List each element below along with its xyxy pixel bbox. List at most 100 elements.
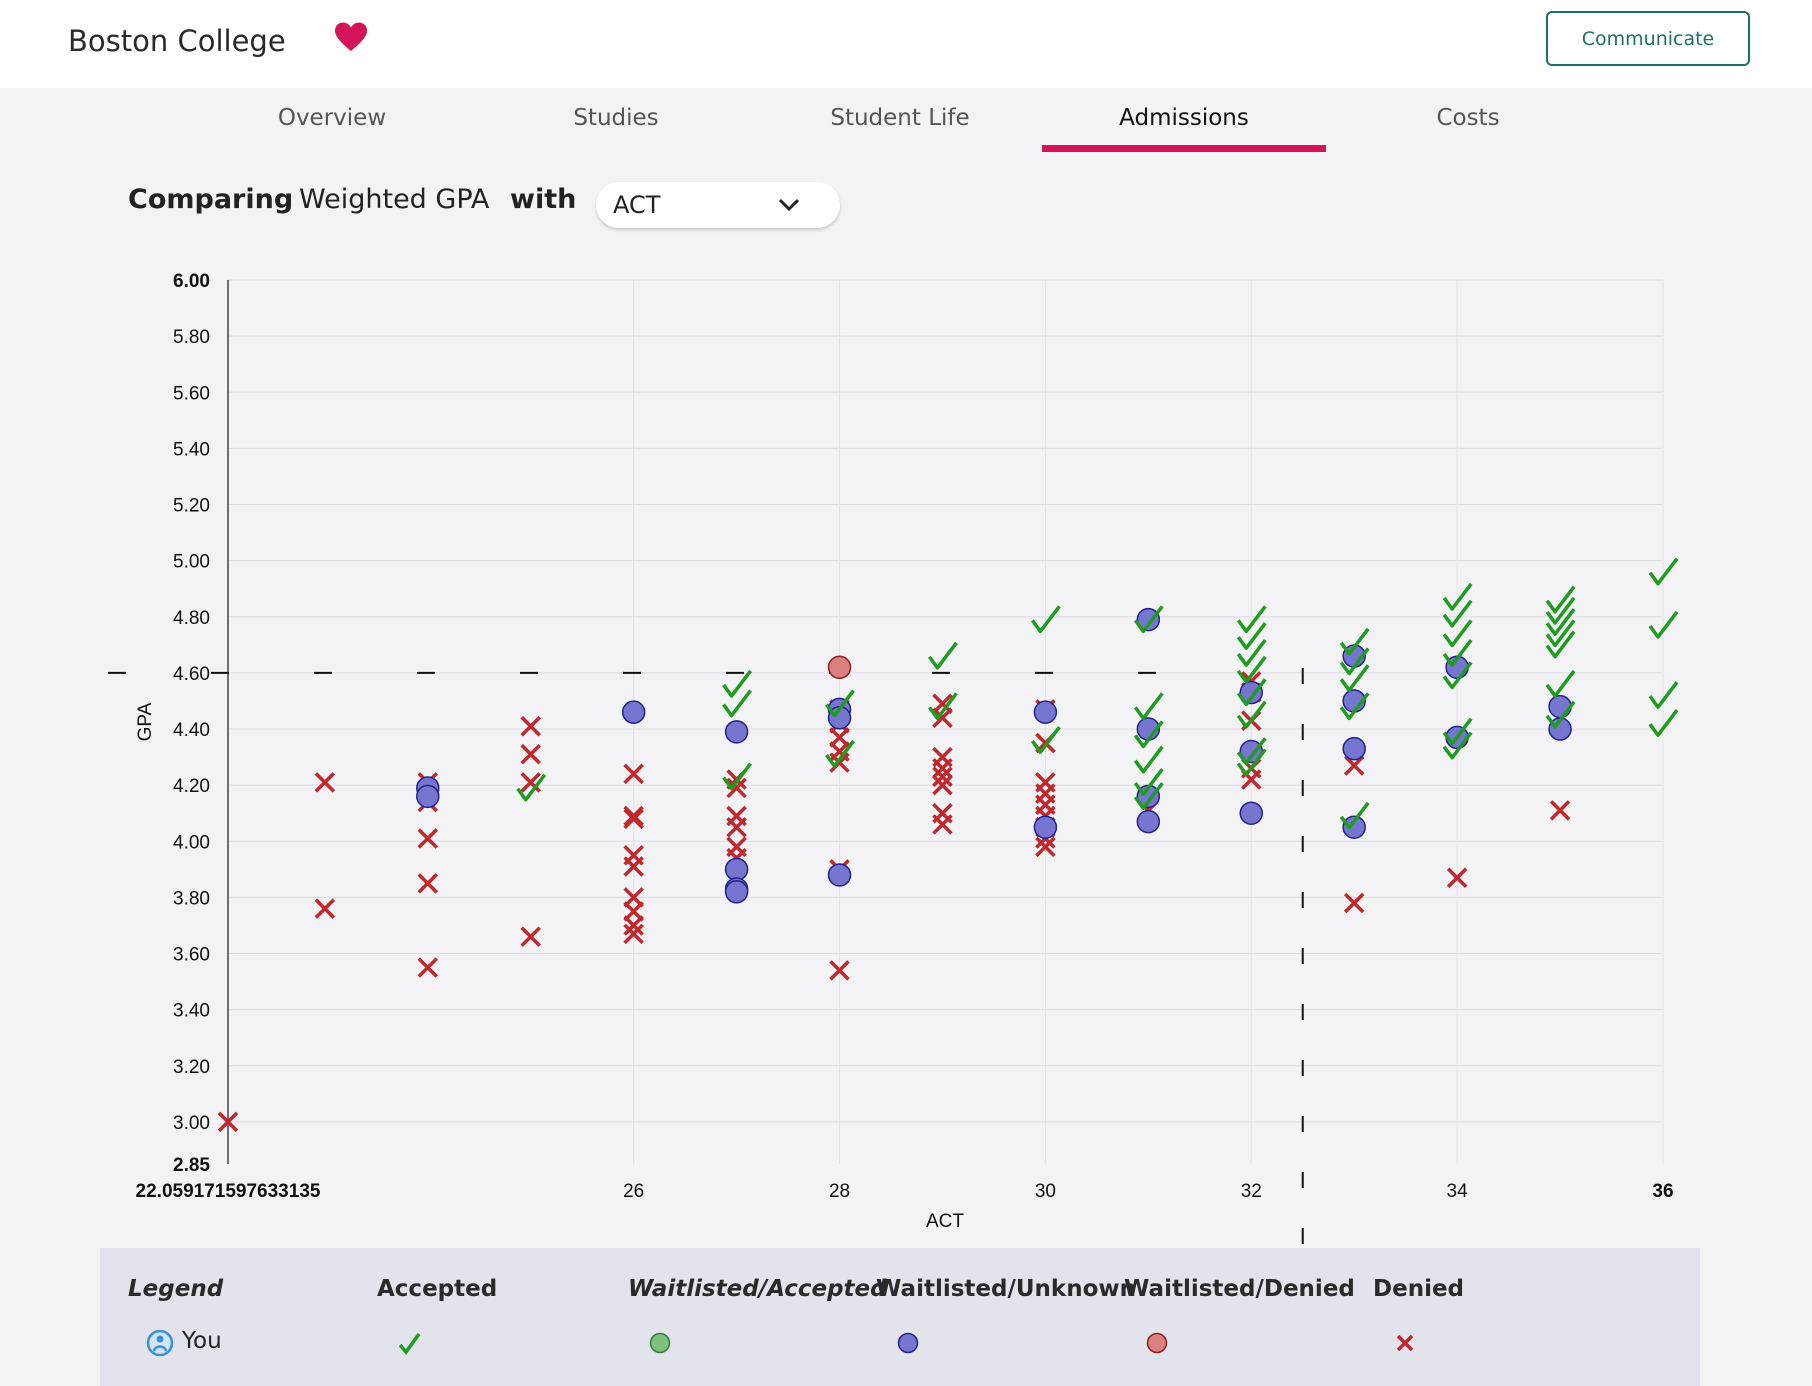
with-label: with xyxy=(510,184,577,215)
accepted-point xyxy=(928,641,958,670)
accepted-check-icon xyxy=(398,1332,421,1355)
metric-label: Weighted GPA xyxy=(299,184,490,215)
denied-point xyxy=(417,828,439,849)
accepted-point xyxy=(1648,681,1679,709)
accepted-point xyxy=(1236,748,1267,777)
denied-point xyxy=(932,814,953,835)
denied-point xyxy=(1343,755,1365,776)
tab-overview[interactable]: Overview xyxy=(277,105,387,131)
accepted-point xyxy=(722,689,752,718)
accepted-point xyxy=(928,692,958,721)
x-tick-label: 32 xyxy=(1241,1181,1262,1202)
accepted-point xyxy=(1545,630,1576,659)
accepted-point xyxy=(516,773,547,802)
denied-point xyxy=(623,808,644,830)
denied-point xyxy=(726,817,747,838)
scatter-chart: 6.00 5.80 5.60 5.40 5.20 5.00 4.80 4.60 4.40 4.20… xyxy=(108,271,1679,1250)
active-tab-indicator xyxy=(1042,145,1326,152)
y-tick-label: 3.80 xyxy=(173,888,210,909)
y-tick-label: 5.20 xyxy=(173,496,210,517)
denied-point xyxy=(623,805,644,827)
denied-point xyxy=(1549,800,1571,821)
accepted-point xyxy=(1236,622,1267,650)
compare-dropdown[interactable]: ACT xyxy=(596,182,840,228)
denied-point xyxy=(520,926,541,947)
legend-title: Legend xyxy=(128,1276,224,1302)
denied-point xyxy=(520,772,541,793)
denied-point xyxy=(932,758,953,779)
y-tick-label: 4.40 xyxy=(173,720,210,741)
waitlisted-unknown-point xyxy=(416,784,440,809)
accepted-point xyxy=(1133,720,1164,749)
denied-point xyxy=(623,856,644,877)
accepted-point xyxy=(1339,664,1370,693)
accepted-point xyxy=(1339,801,1370,830)
waitlisted-unknown-point xyxy=(621,700,646,724)
denied-point xyxy=(314,772,336,793)
communicate-button[interactable]: Communicate xyxy=(1546,11,1750,66)
x-tick-label: 26 xyxy=(623,1181,644,1202)
tab-costs[interactable]: Costs xyxy=(1436,105,1500,131)
accepted-point xyxy=(1648,610,1679,639)
legend-accepted-label: Accepted xyxy=(377,1276,498,1302)
waitlisted-denied-point xyxy=(827,655,852,680)
denied-point xyxy=(417,957,439,978)
accepted-point xyxy=(1030,725,1061,754)
y-tick-label: 5.00 xyxy=(173,552,210,573)
heart-icon[interactable] xyxy=(334,22,368,52)
denied-point xyxy=(932,766,953,787)
accepted-point xyxy=(1133,782,1164,810)
y-tick-label: 4.60 xyxy=(173,664,210,685)
denied-point xyxy=(520,715,541,737)
school-name: Boston College xyxy=(68,24,286,58)
accepted-point xyxy=(825,740,855,768)
denied-point xyxy=(932,707,953,729)
y-tick-label: 3.40 xyxy=(173,1001,210,1022)
tab-admissions[interactable]: Admissions xyxy=(1119,105,1249,131)
accepted-point xyxy=(1545,585,1576,614)
accepted-point xyxy=(1545,608,1576,636)
y-tick-label: 5.40 xyxy=(173,439,210,460)
accepted-point xyxy=(1442,661,1473,690)
denied-point xyxy=(623,763,644,785)
accepted-point xyxy=(1648,557,1679,586)
tab-studies[interactable]: Studies xyxy=(573,105,659,131)
legend-waitlisted-unknown-label: Waitlisted/Unknown xyxy=(876,1276,1137,1302)
x-tick-label: 34 xyxy=(1447,1181,1469,1202)
x-tick-label: 36 xyxy=(1652,1181,1673,1202)
accepted-point xyxy=(825,689,855,718)
top-bar: Boston College Communicate xyxy=(0,0,1812,88)
accepted-point xyxy=(1339,692,1370,721)
accepted-point xyxy=(1442,619,1473,648)
y-tick-label: 3.00 xyxy=(173,1113,210,1134)
accepted-point xyxy=(1133,692,1164,721)
x-tick-label: 28 xyxy=(829,1181,850,1202)
y-tick-label: 4.00 xyxy=(173,832,210,853)
denied-point xyxy=(623,915,644,936)
legend-waitlisted-denied-label: Waitlisted/Denied xyxy=(1124,1276,1355,1302)
y-tick-label: 2.85 xyxy=(173,1155,210,1176)
denied-point xyxy=(1446,867,1468,888)
comparing-label: Comparing xyxy=(128,184,294,215)
accepted-point xyxy=(1236,700,1267,729)
waitlisted-unknown-point xyxy=(1548,694,1572,719)
denied-point xyxy=(417,873,439,894)
accepted-point xyxy=(1545,596,1576,625)
accepted-point xyxy=(1236,638,1267,667)
accepted-point xyxy=(1133,768,1164,796)
accepted-point xyxy=(1339,647,1370,676)
chevron-down-icon xyxy=(778,198,800,212)
tab-student-life[interactable]: Student Life xyxy=(830,105,970,131)
y-tick-label: 3.20 xyxy=(173,1057,210,1078)
waitlisted-unknown-point xyxy=(1033,815,1058,839)
denied-point xyxy=(520,744,541,765)
y-tick-label: 5.60 xyxy=(173,383,210,404)
accepted-point xyxy=(722,762,752,791)
x-tick-label: 22.059171597633135 xyxy=(136,1181,321,1202)
x-axis-label: ACT xyxy=(926,1211,964,1232)
accepted-point xyxy=(1236,655,1267,684)
waitlisted-unknown-point xyxy=(1342,736,1366,761)
accepted-point xyxy=(1236,737,1267,766)
legend: Legend Accepted Waitlisted/Accepted Wait… xyxy=(100,1248,1700,1386)
accepted-point xyxy=(1442,582,1473,611)
